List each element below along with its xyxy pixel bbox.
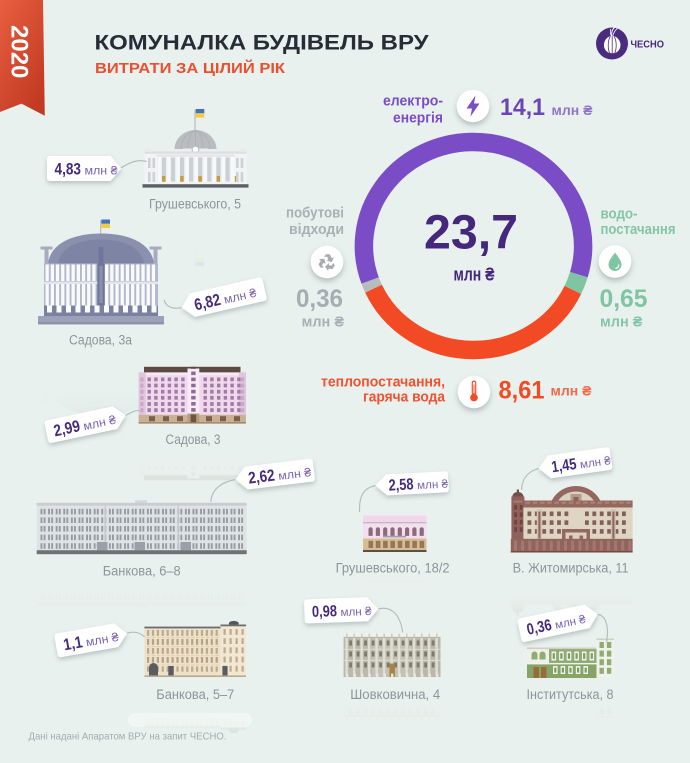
svg-text:млн ₴: млн ₴ bbox=[552, 102, 594, 118]
svg-text:Банкова, 5–7: Банкова, 5–7 bbox=[156, 687, 234, 702]
svg-text:0,36: 0,36 bbox=[525, 617, 553, 639]
svg-text:2,58: 2,58 bbox=[388, 476, 414, 494]
svg-text:Дані надані Апаратом ВРУ на за: Дані надані Апаратом ВРУ на запит ЧЕСНО. bbox=[29, 731, 227, 743]
svg-text:2,62: 2,62 bbox=[247, 467, 275, 488]
svg-text:гаряча вода: гаряча вода bbox=[363, 389, 446, 406]
svg-text:млн ₴: млн ₴ bbox=[302, 315, 345, 331]
svg-text:0,36: 0,36 bbox=[296, 285, 343, 313]
svg-text:Садова, 3: Садова, 3 bbox=[166, 432, 221, 447]
svg-text:2,99: 2,99 bbox=[52, 417, 82, 440]
svg-text:Грушевського, 5: Грушевського, 5 bbox=[149, 197, 241, 212]
svg-text:2020: 2020 bbox=[6, 25, 33, 78]
svg-text:відходи: відходи bbox=[289, 221, 344, 238]
svg-text:ВИТРАТИ ЗА ЦІЛИЙ РІК: ВИТРАТИ ЗА ЦІЛИЙ РІК bbox=[95, 59, 286, 77]
svg-text:електро-: електро- bbox=[383, 93, 443, 110]
svg-text:ЧЕСНО: ЧЕСНО bbox=[631, 39, 665, 51]
svg-text:1,1: 1,1 bbox=[62, 633, 84, 654]
svg-text:6,82: 6,82 bbox=[193, 291, 223, 314]
svg-text:Шовковична, 4: Шовковична, 4 bbox=[350, 687, 440, 702]
svg-text:млн ₴: млн ₴ bbox=[82, 413, 118, 434]
svg-text:млн ₴: млн ₴ bbox=[85, 163, 118, 177]
svg-text:14,1: 14,1 bbox=[500, 94, 545, 121]
svg-text:енергія: енергія bbox=[393, 110, 443, 127]
svg-text:млн ₴: млн ₴ bbox=[551, 383, 593, 399]
svg-text:млн ₴: млн ₴ bbox=[454, 265, 495, 285]
svg-text:Садова, 3а: Садова, 3а bbox=[69, 333, 132, 348]
svg-text:теплопостачання,: теплопостачання, bbox=[321, 374, 445, 391]
svg-text:млн ₴: млн ₴ bbox=[579, 455, 612, 471]
svg-text:4,83: 4,83 bbox=[55, 160, 82, 178]
svg-text:В. Житомирська, 11: В. Житомирська, 11 bbox=[513, 561, 629, 576]
svg-text:млн ₴: млн ₴ bbox=[340, 606, 372, 619]
svg-text:0,65: 0,65 bbox=[600, 285, 648, 313]
svg-text:постачання: постачання bbox=[601, 221, 676, 238]
svg-text:Інститутська, 8: Інститутська, 8 bbox=[527, 687, 614, 702]
svg-text:8,61: 8,61 bbox=[499, 377, 545, 405]
svg-text:млн ₴: млн ₴ bbox=[417, 478, 449, 492]
svg-text:0,98: 0,98 bbox=[312, 603, 338, 621]
svg-text:23,7: 23,7 bbox=[424, 207, 518, 260]
svg-text:1,45: 1,45 bbox=[550, 456, 577, 476]
svg-text:побутові: побутові bbox=[286, 205, 344, 222]
svg-text:млн ₴: млн ₴ bbox=[600, 315, 643, 331]
svg-text:Банкова, 6–8: Банкова, 6–8 bbox=[103, 564, 181, 579]
svg-text:КОМУНАЛКА БУДІВЕЛЬ ВРУ: КОМУНАЛКА БУДІВЕЛЬ ВРУ bbox=[95, 32, 430, 55]
svg-text:млн ₴: млн ₴ bbox=[85, 630, 120, 650]
svg-text:Грушевського, 18/2: Грушевського, 18/2 bbox=[336, 561, 450, 576]
svg-text:млн ₴: млн ₴ bbox=[277, 465, 312, 483]
svg-text:водо-: водо- bbox=[601, 206, 638, 223]
